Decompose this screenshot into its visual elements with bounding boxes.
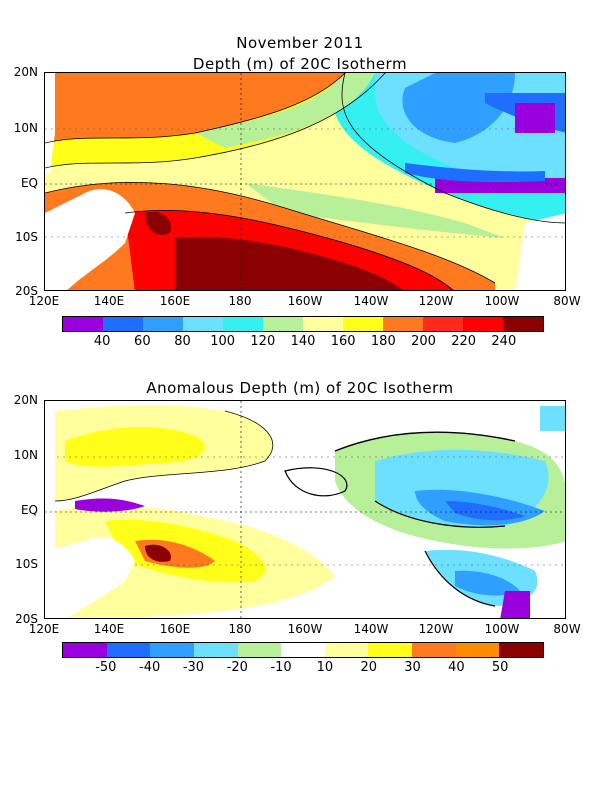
panel1-lat-label: 10N (13, 121, 38, 135)
panel1-lon-label: 140W (353, 294, 389, 308)
anomaly-depth-map (45, 401, 565, 618)
panel1-colorbar-tick-label: 100 (210, 334, 236, 349)
panel1-title-date: November 2011 (236, 34, 364, 52)
panel1-colorbar-swatch (463, 317, 503, 331)
panel1-colorbar-swatch (343, 317, 383, 331)
panel1-lon-label: 140E (93, 294, 125, 308)
panel2-lon-label: 80W (553, 622, 581, 636)
panel2-colorbar-tick-label: -20 (226, 660, 248, 675)
panel2-lon-label: 160E (159, 622, 191, 636)
panel1-title: Depth (m) of 20C Isotherm (192, 55, 408, 73)
panel1-lon-label: 120E (28, 294, 60, 308)
panel1-colorbar-swatch (383, 317, 423, 331)
panel2-lon-label: 160W (287, 622, 323, 636)
panel2-colorbar-tick-label: -40 (139, 660, 161, 675)
panel2-colorbar-swatch (499, 643, 544, 657)
panel1-colorbar-swatch (423, 317, 463, 331)
panel2-colorbar-swatch (281, 643, 325, 657)
panel1-lon-label: 160W (287, 294, 323, 308)
panel2-colorbar-tick-label: 30 (404, 660, 421, 675)
panel2-colorbar-tick-label: 20 (360, 660, 377, 675)
panel1-lat-label: 10S (15, 230, 38, 244)
panel1-colorbar-swatch (303, 317, 343, 331)
panel2-colorbar-swatch (324, 643, 369, 657)
panel2-lon-label: 180 (228, 622, 252, 636)
panel2-colorbar-swatch (368, 643, 413, 657)
panel2-colorbar-tick-label: 10 (316, 660, 334, 675)
panel1-colorbar-swatch (143, 317, 183, 331)
panel1-lat-label: 20N (13, 65, 38, 79)
panel1-lon-label: 180 (228, 294, 252, 308)
panel2-lat-label: 20S (15, 612, 38, 626)
panel1-colorbar-tick-label: 240 (491, 334, 517, 349)
panel2-lat-label: 10N (13, 448, 38, 462)
panel1-colorbar-tick-label: 80 (174, 334, 191, 349)
panel2-colorbar-swatch (106, 643, 151, 657)
panel1-lat-label: 20S (15, 284, 38, 298)
isotherm-depth-map (45, 73, 565, 290)
panel2-colorbar-swatch (150, 643, 194, 657)
panel2-colorbar-tick-label: -30 (182, 660, 205, 675)
panel2-title: Anomalous Depth (m) of 20C Isotherm (146, 379, 454, 397)
panel1-colorbar-swatch (183, 317, 223, 331)
panel1-lon-label: 120W (418, 294, 454, 308)
panel2-colorbar-tick-label: -10 (270, 660, 292, 675)
panel2-lat-label: 10S (15, 557, 38, 571)
panel1-map (44, 72, 566, 291)
panel1-lon-label: 80W (553, 294, 581, 308)
panel2-map (44, 400, 566, 619)
panel1-colorbar-swatch (223, 317, 263, 331)
panel2-colorbar-tick-label: 50 (491, 660, 509, 675)
panel2-lon-label: 120W (418, 622, 454, 636)
panel2-colorbar-tick-label: -50 (95, 660, 117, 675)
panel1-colorbar-tick-label: 120 (250, 334, 276, 349)
panel2-colorbar-swatch (193, 643, 238, 657)
panel1-colorbar-tick-label: 40 (93, 334, 111, 349)
panel2-colorbar-tick-label: 40 (448, 660, 465, 675)
panel1-colorbar-swatch (63, 317, 103, 331)
panel2-colorbar (62, 642, 544, 658)
panel1-colorbar-tick-label: 220 (451, 334, 477, 349)
panel2-lon-label: 120E (28, 622, 60, 636)
panel1-colorbar-swatch (103, 317, 143, 331)
panel1-colorbar-swatch (263, 317, 303, 331)
panel1-colorbar-tick-label: 200 (411, 334, 436, 349)
panel2-lat-label: 20N (13, 393, 38, 407)
panel2-colorbar-swatch (237, 643, 282, 657)
panel2-lon-label: 140W (353, 622, 389, 636)
panel1-colorbar-tick-label: 140 (290, 334, 316, 349)
panel2-colorbar-swatch (412, 643, 456, 657)
panel1-colorbar-swatch (503, 317, 543, 331)
panel2-lat-label: EQ (20, 503, 38, 517)
panel1-colorbar-tick-label: 60 (134, 334, 151, 349)
panel1-lon-label: 100W (484, 294, 520, 308)
panel2-lon-label: 140E (93, 622, 125, 636)
panel1-colorbar (62, 316, 544, 332)
panel1-lat-label: EQ (20, 176, 38, 190)
panel1-colorbar-tick-label: 180 (370, 334, 396, 349)
panel1-colorbar-tick-label: 160 (330, 334, 356, 349)
panel2-colorbar-swatch (63, 643, 107, 657)
panel2-lon-label: 100W (484, 622, 520, 636)
panel2-colorbar-swatch (455, 643, 500, 657)
panel1-lon-label: 160E (159, 294, 191, 308)
